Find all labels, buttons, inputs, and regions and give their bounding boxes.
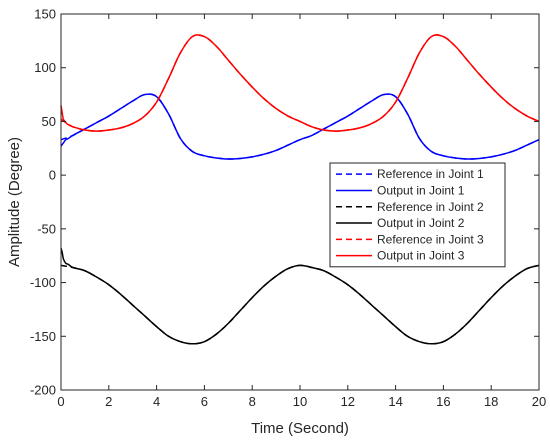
x-tick-label: 4 — [153, 394, 160, 409]
x-tick-label: 18 — [484, 394, 498, 409]
y-tick-label: 150 — [34, 7, 56, 22]
x-tick-label: 2 — [105, 394, 112, 409]
y-tick-label: -50 — [37, 221, 56, 236]
y-axis: -200 -150 -100 -50 0 50 100 150 — [30, 7, 539, 398]
legend-entry-label: Reference in Joint 3 — [377, 232, 484, 246]
x-tick-label: 12 — [341, 394, 355, 409]
x-tick-label: 16 — [436, 394, 450, 409]
legend-entry-label: Output in Joint 2 — [377, 216, 465, 230]
series-line-output-in-joint-2 — [60, 247, 540, 345]
series-line-output-in-joint-1 — [60, 93, 540, 160]
legend-entry-label: Output in Joint 3 — [377, 249, 465, 263]
legend: Reference in Joint 1 Output in Joint 1 Ref… — [329, 162, 506, 268]
y-tick-label: 100 — [34, 60, 56, 75]
x-tick-label: 8 — [249, 394, 256, 409]
y-tick-label: 50 — [42, 114, 56, 129]
x-tick-label: 0 — [57, 394, 64, 409]
y-tick-label: -100 — [30, 275, 56, 290]
y-axis-title: Amplitude (Degree) — [6, 137, 23, 267]
x-tick-label: 14 — [388, 394, 402, 409]
x-tick-label: 10 — [293, 394, 307, 409]
x-tick-label: 20 — [532, 394, 546, 409]
series-line-output-in-joint-3 — [60, 34, 540, 132]
y-tick-label: 0 — [49, 168, 56, 183]
x-axis-title: Time (Second) — [251, 420, 349, 437]
series-layer — [60, 34, 540, 345]
x-tick-label: 6 — [201, 394, 208, 409]
x-axis: 0 2 4 6 8 10 12 14 16 18 20 — [57, 14, 546, 409]
y-tick-label: -200 — [30, 383, 56, 398]
legend-entry-label: Reference in Joint 1 — [377, 167, 484, 181]
legend-box — [329, 162, 506, 268]
legend-entry-label: Reference in Joint 2 — [377, 200, 484, 214]
legend-entry-label: Output in Joint 1 — [377, 183, 465, 197]
y-tick-label: -150 — [30, 329, 56, 344]
